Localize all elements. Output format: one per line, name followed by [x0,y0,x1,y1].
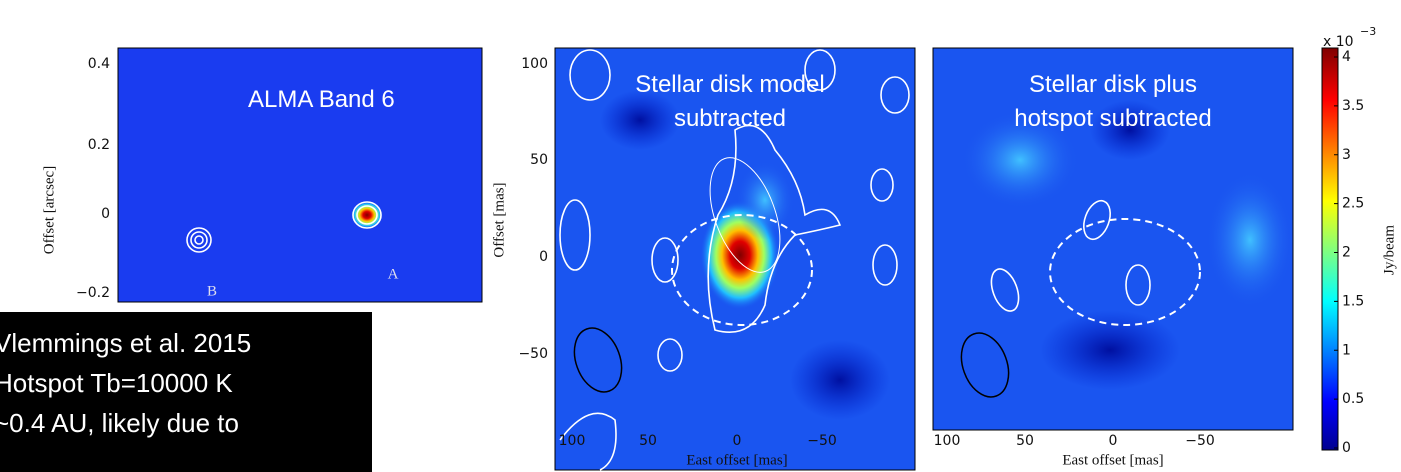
blob [790,340,890,420]
y-axis-label: Offset [arcsec] [41,166,57,254]
x-tick-label: 100 [934,433,961,449]
figure: ALMA Band 6 B A 0.4 0.2 0 −0.2 Offset [a… [0,0,1401,472]
colorbar-tick-label: 2 [1342,245,1351,261]
colorbar-tick-label: 0.5 [1342,391,1364,407]
y-tick-label: 0.4 [88,56,110,72]
colorbar-tick-label: 3 [1342,147,1351,163]
panel-1: ALMA Band 6 B A 0.4 0.2 0 −0.2 Offset [a… [41,48,482,302]
y-tick-label: 0.2 [88,137,110,153]
x-axis-label: East offset [mas] [686,452,787,468]
x-tick-label: 0 [733,433,742,449]
y-tick-label: −0.2 [76,285,110,301]
y-axis-label: Offset [mas] [491,182,507,257]
note-line: Vlemmings et al. 2015 [0,328,251,358]
panel-label: Stellar disk model [635,71,824,98]
x-axis-label: East offset [mas] [1062,452,1163,468]
colorbar-multiplier: x 10 [1323,34,1354,50]
panel-label: Stellar disk plus [1029,71,1197,98]
x-tick-label: 0 [1109,433,1118,449]
y-tick-label: −50 [518,346,548,362]
x-tick-label: 100 [559,433,586,449]
colorbar-tick-label: 1.5 [1342,293,1364,309]
panel-3: Stellar disk plus hotspot subtracted 100… [933,48,1295,468]
x-tick-label: −50 [1185,433,1215,449]
blob [1205,170,1295,310]
colorbar-gradient [1322,48,1338,450]
panel-label: hotspot subtracted [1014,105,1211,132]
y-tick-label: 50 [530,152,548,168]
note-line: ~0.4 AU, likely due to [0,408,239,438]
source-label: A [388,266,399,282]
blob [1040,310,1180,390]
panel-2: Stellar disk model subtracted 100 50 0 −… [491,48,915,470]
blob [600,90,680,150]
colorbar-label: Jy/beam [1381,225,1397,275]
x-tick-label: 50 [1016,433,1034,449]
colorbar-tick-label: 1 [1342,342,1351,358]
colorbar-tick-label: 0 [1342,440,1351,456]
colorbar-tick-label: 3.5 [1342,98,1364,114]
colorbar-tick-label: 4 [1342,49,1351,65]
colorbar: x 10 −3 Jy/beam 0 0.5 1 1.5 2 2.5 3 3.5 4 [1322,25,1397,456]
y-tick-label: 0 [101,206,110,222]
source-label: B [207,283,217,299]
x-tick-label: 50 [639,433,657,449]
y-tick-label: 100 [521,56,548,72]
x-tick-label: −50 [807,433,837,449]
colorbar-tick-label: 2.5 [1342,196,1364,212]
y-tick-label: 0 [539,249,548,265]
note-line: Hotspot Tb=10000 K [0,368,233,398]
note-box: Vlemmings et al. 2015 Hotspot Tb=10000 K… [0,312,372,472]
panel-label: ALMA Band 6 [248,86,395,113]
colorbar-exponent: −3 [1360,25,1376,38]
panel-label: subtracted [674,105,786,132]
